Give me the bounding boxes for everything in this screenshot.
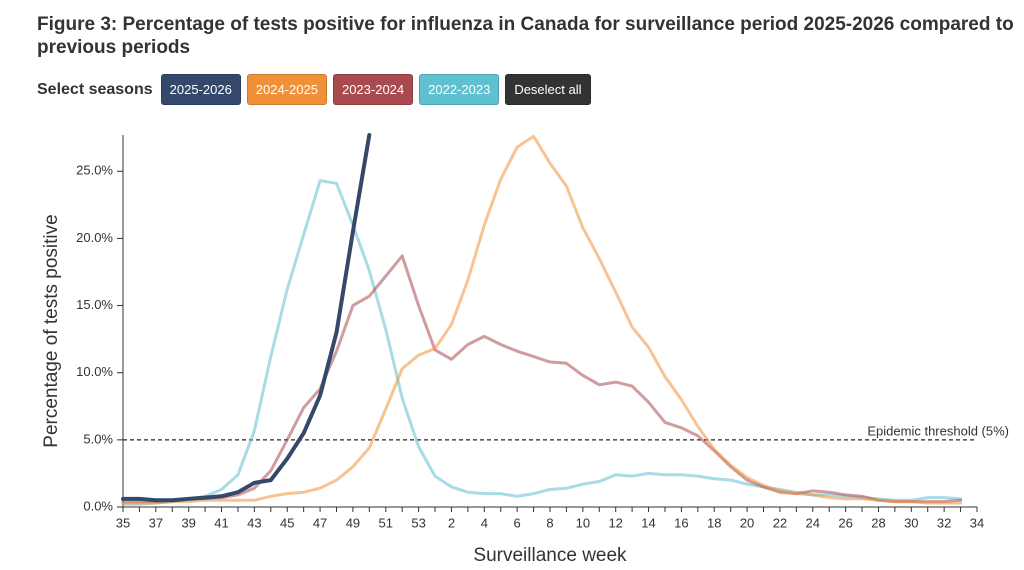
x-tick-label: 28: [871, 515, 885, 530]
x-tick-label: 20: [740, 515, 754, 530]
x-tick-label: 45: [280, 515, 294, 530]
x-tick-label: 39: [181, 515, 195, 530]
x-tick-label: 30: [904, 515, 918, 530]
x-tick-label: 14: [641, 515, 655, 530]
x-tick-label: 41: [214, 515, 228, 530]
y-tick-label: 0.0%: [83, 498, 113, 513]
season-button[interactable]: 2024-2025: [246, 74, 327, 105]
x-tick-label: 43: [247, 515, 261, 530]
x-tick-label: 4: [481, 515, 488, 530]
y-tick-label: 25.0%: [76, 163, 113, 178]
y-tick-label: 20.0%: [76, 230, 113, 245]
x-tick-label: 24: [806, 515, 820, 530]
chart-title: Figure 3: Percentage of tests positive f…: [37, 14, 1014, 58]
deselect-button[interactable]: Deselect all: [505, 74, 591, 105]
series-line: [121, 133, 372, 503]
threshold-label: Epidemic threshold (5%): [867, 423, 1009, 438]
x-tick-label: 51: [379, 515, 393, 530]
x-tick-label: 22: [773, 515, 787, 530]
x-tick-label: 37: [149, 515, 163, 530]
x-tick-label: 16: [674, 515, 688, 530]
legend: Select seasons 2025-2026 2024-2025 2023-20…: [37, 74, 591, 105]
series-line: [121, 134, 963, 505]
x-tick-label: 47: [313, 515, 327, 530]
x-tick-label: 10: [576, 515, 590, 530]
x-tick-label: 18: [707, 515, 721, 530]
y-tick-label: 10.0%: [76, 364, 113, 379]
series-line: [121, 179, 963, 506]
series-line: [121, 254, 963, 504]
season-button[interactable]: 2022-2023: [419, 74, 500, 105]
x-tick-label: 34: [970, 515, 984, 530]
season-button[interactable]: 2025-2026: [160, 74, 241, 105]
x-tick-label: 6: [514, 515, 521, 530]
x-tick-label: 53: [411, 515, 425, 530]
x-tick-label: 12: [608, 515, 622, 530]
x-tick-label: 26: [838, 515, 852, 530]
x-axis-label: Surveillance week: [473, 545, 627, 566]
y-tick-label: 15.0%: [76, 297, 113, 312]
x-tick-label: 2: [448, 515, 455, 530]
x-tick-label: 8: [546, 515, 553, 530]
y-axis-label: Percentage of tests positive: [41, 214, 62, 447]
x-tick-label: 32: [937, 515, 951, 530]
x-tick-label: 49: [346, 515, 360, 530]
season-button[interactable]: 2023-2024: [332, 74, 414, 105]
y-tick-label: 5.0%: [83, 431, 113, 446]
x-tick-label: 35: [116, 515, 130, 530]
legend-label: Select seasons: [37, 80, 153, 98]
